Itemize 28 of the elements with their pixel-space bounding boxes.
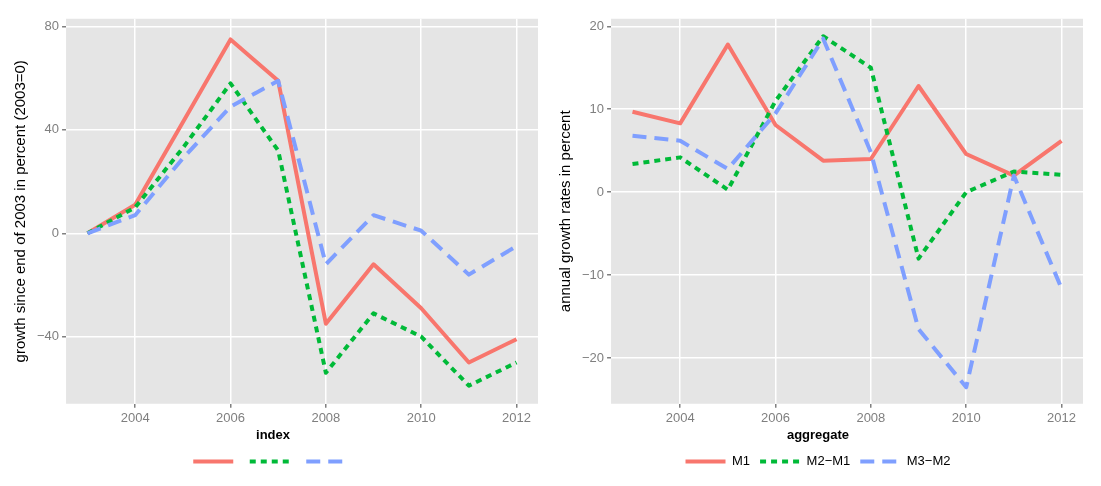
x-tick-label: 2008 bbox=[311, 410, 341, 426]
y-tick-label: 40 bbox=[44, 121, 60, 137]
legend-title: aggregate bbox=[786, 427, 850, 443]
x-tick-label: 2004 bbox=[665, 410, 695, 426]
y-tick-label: −40 bbox=[36, 328, 60, 344]
y-tick-label: 20 bbox=[589, 17, 605, 33]
y-tick-label: 0 bbox=[51, 224, 60, 240]
y-tick-label: 10 bbox=[589, 100, 605, 116]
x-tick-label: 2008 bbox=[856, 410, 886, 426]
legend-label: M2−M1 bbox=[806, 453, 851, 469]
y-tick-label: −10 bbox=[581, 266, 605, 282]
y-tick-label: −20 bbox=[581, 349, 605, 365]
x-tick-label: 2006 bbox=[761, 410, 790, 426]
x-tick-label: 2010 bbox=[951, 410, 981, 426]
x-tick-label: 2010 bbox=[406, 410, 436, 426]
y-tick-label: 80 bbox=[44, 18, 60, 34]
x-tick-label: 2004 bbox=[120, 410, 150, 426]
legend-title: index bbox=[256, 427, 291, 443]
line-series bbox=[630, 36, 1064, 390]
legend-label: M3−M2 bbox=[906, 453, 951, 469]
x-tick-label: 2006 bbox=[216, 410, 245, 426]
legend-label: M1 bbox=[732, 453, 751, 469]
y-axis-title: annual growth rates in percent bbox=[556, 109, 574, 313]
line-series bbox=[85, 81, 519, 388]
y-axis-title: growth since end of 2003 in percent (2003=0) bbox=[11, 60, 29, 363]
x-tick-label: 2012 bbox=[1047, 410, 1077, 426]
x-tick-label: 2012 bbox=[502, 410, 532, 426]
y-tick-label: 0 bbox=[596, 183, 605, 199]
